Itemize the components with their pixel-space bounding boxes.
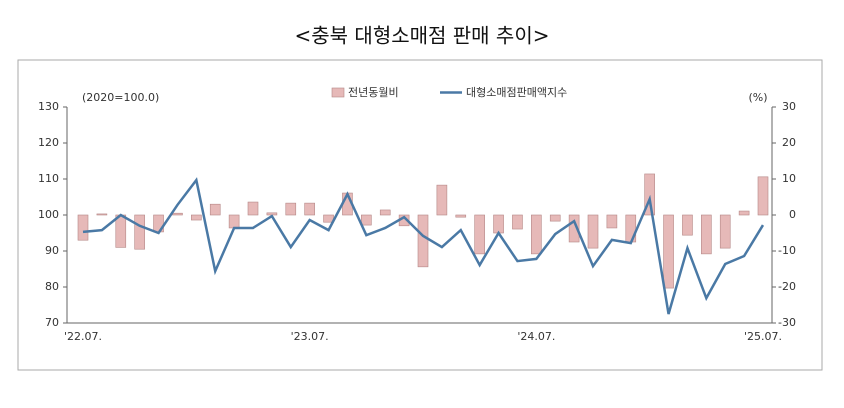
bar [682, 214, 693, 236]
bar [738, 210, 750, 216]
y2-tick-label: 30 [782, 100, 796, 113]
bar [304, 202, 315, 216]
y2-tick-label: 10 [782, 172, 796, 185]
x-tick-label: '22.07. [64, 330, 102, 343]
chart-title: <충북 대형소매점 판매 추이> [295, 24, 550, 48]
bar [644, 173, 655, 216]
bar [436, 184, 448, 216]
bar [96, 213, 108, 216]
y-tick-label: 80 [45, 280, 59, 293]
bar [531, 214, 542, 255]
y-tick-label: 70 [45, 316, 59, 329]
bar [361, 214, 372, 226]
line [82, 177, 765, 315]
bar [474, 214, 485, 255]
bar [77, 214, 89, 241]
y2-tick-label: 0 [789, 208, 796, 221]
legend-label: 대형소매점판매액지수 [466, 86, 567, 99]
bar [568, 214, 580, 243]
bar [115, 214, 127, 248]
bar [134, 214, 145, 250]
x-tick-label: '24.07. [517, 330, 555, 343]
bar [191, 214, 202, 221]
bar [663, 214, 674, 289]
y-tick-label: 110 [38, 172, 59, 185]
bar [417, 214, 429, 268]
y-tick-label: 90 [45, 244, 59, 257]
legend-swatch [331, 87, 345, 98]
bar [228, 214, 240, 229]
y2-tick-label: -20 [778, 280, 796, 293]
bar [455, 214, 467, 218]
y-unit-label: (2020=100.0) [82, 91, 159, 104]
bar [701, 214, 712, 255]
chart-frame [17, 59, 823, 371]
bar [209, 203, 221, 216]
bar [247, 201, 259, 216]
y2-unit-label: (%) [748, 91, 767, 104]
bar [172, 212, 183, 216]
bar [493, 214, 504, 234]
y-tick-label: 130 [38, 100, 59, 113]
bar [606, 214, 618, 229]
y2-tick-label: -10 [778, 244, 796, 257]
y-tick-label: 120 [38, 136, 59, 149]
bar [285, 202, 297, 216]
y-tick-label: 100 [38, 208, 59, 221]
bar [512, 214, 523, 230]
y2-tick-label: -30 [778, 316, 796, 329]
x-tick-label: '25.07. [744, 330, 782, 343]
x-tick-label: '23.07. [291, 330, 329, 343]
bar [549, 214, 561, 222]
bar [379, 209, 391, 216]
legend-label: 전년동월비 [348, 86, 399, 99]
y2-tick-label: 20 [782, 136, 796, 149]
bar [757, 176, 769, 216]
bar [587, 214, 599, 249]
bar [719, 214, 731, 249]
